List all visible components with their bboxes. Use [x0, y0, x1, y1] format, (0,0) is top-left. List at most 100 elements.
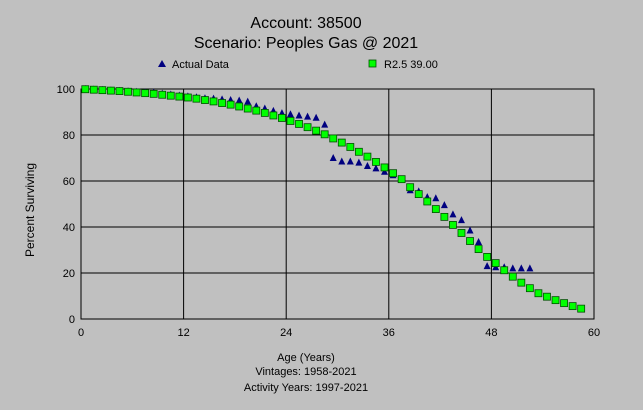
data-point-actual	[457, 216, 465, 224]
data-point-r2-5	[89, 85, 98, 94]
gridlines	[80, 88, 595, 320]
data-point-r2-5	[483, 252, 492, 261]
legend-square-marker	[368, 59, 377, 68]
data-point-r2-5	[397, 175, 406, 184]
data-point-r2-5	[449, 221, 457, 229]
chart-title: Account: 38500	[250, 15, 361, 32]
footer-activity-years: Activity Years: 1997-2021	[244, 382, 368, 394]
x-tick-label: 12	[177, 327, 189, 339]
data-point-actual	[432, 194, 440, 202]
data-point-r2-5	[500, 266, 509, 275]
data-point-r2-5	[346, 143, 355, 151]
data-point-r2-5	[354, 147, 363, 156]
data-point-r2-5	[183, 93, 192, 102]
data-point-actual	[286, 110, 294, 118]
data-point-actual	[329, 154, 337, 161]
data-point-r2-5	[252, 106, 261, 115]
y-tick-label: 100	[57, 84, 75, 96]
legend-item-r2-5: R2.5 39.00	[368, 59, 438, 71]
data-point-r2-5	[517, 278, 526, 287]
data-point-r2-5	[423, 197, 432, 206]
data-point-r2-5	[141, 89, 150, 98]
data-point-r2-5	[226, 100, 235, 109]
data-point-r2-5	[235, 102, 244, 111]
data-point-actual	[363, 162, 371, 170]
legend-label-actual-data: Actual Data	[172, 59, 230, 71]
data-point-r2-5	[278, 114, 286, 122]
y-tick-label: 80	[63, 130, 75, 142]
data-point-r2-5	[286, 117, 295, 125]
data-point-r2-5	[260, 109, 269, 117]
data-point-r2-5	[534, 289, 543, 298]
legend-label-r2-5: R2.5 39.00	[384, 59, 438, 71]
data-point-r2-5	[474, 245, 483, 253]
x-axis-label: Age (Years)	[277, 352, 335, 364]
data-point-r2-5	[406, 183, 415, 192]
data-point-actual	[244, 97, 252, 105]
data-point-actual	[526, 264, 534, 272]
data-point-r2-5	[372, 158, 380, 166]
data-point-r2-5	[149, 89, 158, 98]
data-point-r2-5	[414, 190, 423, 199]
data-point-r2-5	[312, 126, 321, 135]
data-point-r2-5	[201, 96, 209, 104]
data-point-r2-5	[158, 90, 167, 99]
data-point-r2-5	[166, 91, 175, 100]
data-point-r2-5	[175, 92, 184, 101]
data-point-actual	[466, 226, 474, 234]
data-point-actual	[355, 158, 363, 166]
data-point-actual	[346, 157, 354, 165]
data-point-r2-5	[81, 85, 90, 94]
data-point-r2-5	[431, 205, 440, 213]
data-point-r2-5	[320, 130, 329, 139]
y-tick-label: 0	[69, 314, 75, 326]
data-point-r2-5	[132, 88, 141, 97]
chart-subtitle: Scenario: Peoples Gas @ 2021	[194, 35, 418, 52]
x-tick-label: 60	[588, 327, 600, 339]
x-tick-label: 48	[485, 327, 497, 339]
legend-triangle-marker	[158, 60, 166, 67]
data-point-r2-5	[218, 99, 226, 107]
y-tick-label: 40	[63, 222, 75, 234]
data-point-actual	[440, 201, 448, 209]
data-point-r2-5	[107, 86, 115, 95]
y-axis-label: Percent Surviving	[23, 163, 37, 257]
series-r2-5	[81, 85, 586, 313]
data-point-r2-5	[525, 284, 534, 293]
data-point-r2-5	[551, 296, 560, 305]
data-point-r2-5	[295, 120, 303, 128]
data-point-actual	[295, 111, 303, 119]
data-point-r2-5	[577, 304, 586, 313]
data-point-r2-5	[380, 163, 389, 172]
data-point-r2-5	[389, 169, 397, 178]
data-point-r2-5	[329, 134, 338, 143]
data-point-r2-5	[363, 152, 372, 161]
data-point-r2-5	[457, 229, 466, 237]
x-tick-label: 24	[280, 327, 292, 339]
data-point-r2-5	[124, 87, 132, 96]
data-point-r2-5	[115, 87, 124, 95]
data-point-actual	[304, 112, 312, 120]
data-point-r2-5	[192, 94, 201, 103]
data-point-r2-5	[303, 123, 312, 132]
data-point-actual	[235, 96, 243, 104]
data-point-r2-5	[209, 97, 218, 106]
data-point-actual	[372, 164, 380, 172]
data-point-r2-5	[243, 104, 252, 113]
data-point-actual	[517, 264, 525, 272]
x-tick-label: 0	[78, 327, 84, 339]
data-point-r2-5	[508, 272, 517, 281]
data-point-actual	[475, 237, 483, 245]
data-point-r2-5	[568, 302, 577, 311]
x-axis-ticks: 0 12 24 36 48 60	[78, 327, 600, 339]
data-point-actual	[483, 262, 491, 270]
footer-vintages: Vintages: 1958-2021	[255, 366, 356, 378]
data-point-r2-5	[560, 299, 568, 308]
data-point-r2-5	[337, 138, 346, 147]
data-point-r2-5	[466, 237, 474, 245]
y-tick-label: 60	[63, 176, 75, 188]
data-point-actual	[509, 264, 517, 272]
data-point-actual	[449, 210, 457, 218]
plot-area	[80, 88, 595, 320]
